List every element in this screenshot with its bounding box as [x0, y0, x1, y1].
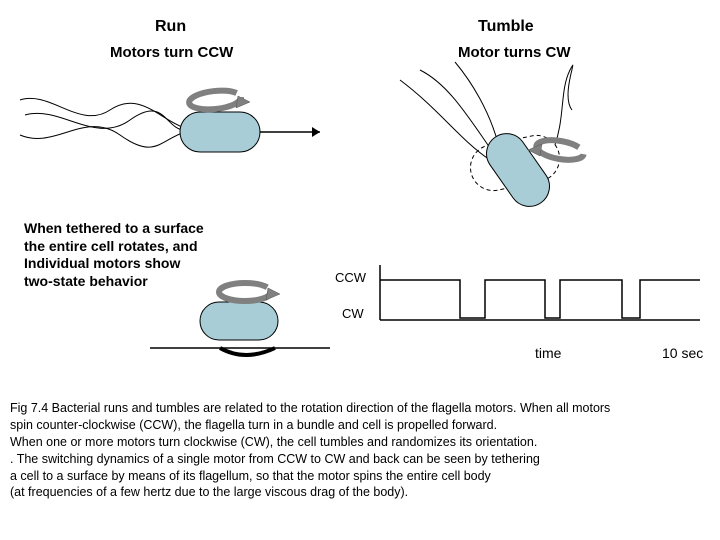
tumble-rotation-arrow — [528, 137, 585, 163]
tumble-subheading: Motor turns CW — [458, 44, 570, 61]
ccw-label: CCW — [335, 270, 366, 285]
tumble-flagellum-1 — [400, 80, 490, 160]
tethered-paragraph: When tethered to a surface the entire ce… — [24, 220, 204, 290]
duration-label: 10 sec — [662, 345, 703, 361]
time-label: time — [535, 345, 561, 361]
tumble-flagellum-4 — [555, 65, 573, 145]
run-cell-body — [180, 112, 260, 152]
tumble-flagellum-2 — [420, 70, 495, 155]
run-rotation-arrow — [188, 88, 250, 111]
tumble-heading: Tumble — [478, 18, 534, 36]
run-heading: Run — [155, 18, 186, 36]
run-flagellum-1 — [20, 98, 185, 128]
run-flagellum-3 — [25, 111, 185, 130]
tether-arc — [220, 348, 275, 355]
tumble-flagellum-3 — [455, 62, 500, 150]
run-flagellum-2 — [20, 127, 185, 148]
cw-label: CW — [342, 306, 364, 321]
two-state-trace — [380, 280, 700, 318]
tumble-cell-body — [479, 126, 558, 214]
tethered-cell-body — [200, 302, 278, 340]
run-subheading: Motors turn CCW — [110, 44, 233, 61]
tumble-prev-outline — [466, 131, 564, 195]
tethered-rotation-arrow — [219, 283, 280, 301]
run-direction-arrow-head — [312, 127, 320, 137]
figure-caption: Fig 7.4 Bacterial runs and tumbles are r… — [10, 400, 610, 501]
